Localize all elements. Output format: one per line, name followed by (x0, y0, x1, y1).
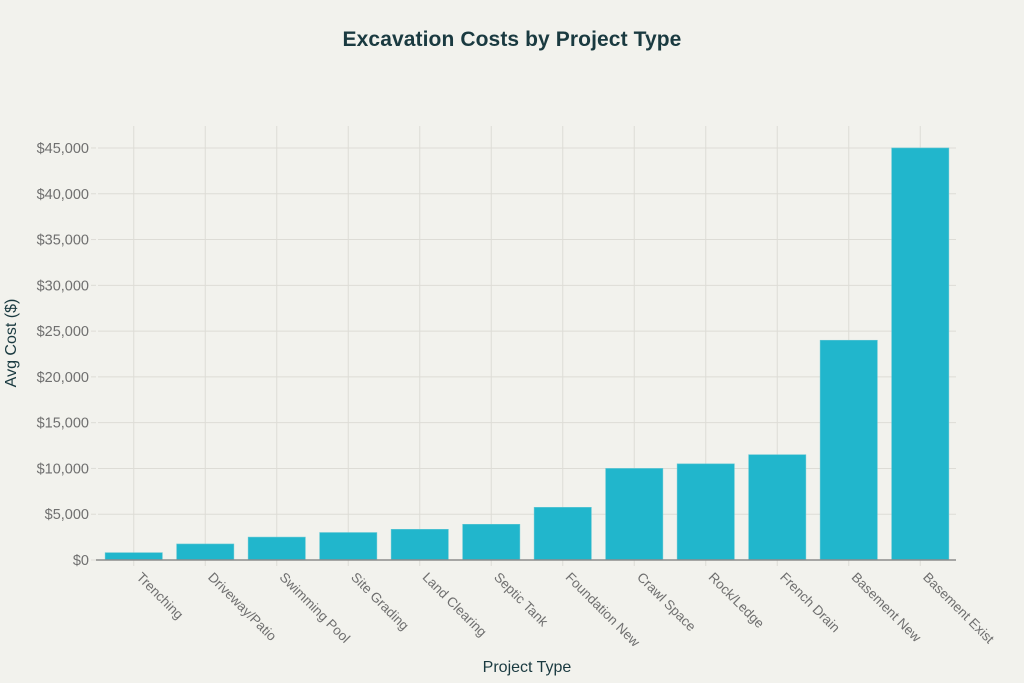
x-axis-title: Project Type (483, 659, 572, 676)
bar (676, 463, 735, 561)
x-tick-label: Swimming Pool (277, 570, 353, 646)
bar (176, 543, 235, 561)
x-tick-label: Septic Tank (491, 570, 551, 630)
y-tick-label: $20,000 (37, 370, 89, 386)
y-tick-label: $10,000 (37, 461, 89, 477)
bar (605, 468, 664, 561)
y-tick-label: $30,000 (37, 278, 89, 294)
bar (104, 552, 163, 561)
x-tick-label: Basement Exist (920, 570, 997, 647)
chart-title: Excavation Costs by Project Type (342, 28, 682, 51)
bar (390, 529, 449, 561)
bar (891, 147, 950, 561)
bar (247, 536, 306, 561)
x-tick-label: Site Grading (348, 570, 412, 634)
bar (319, 532, 378, 561)
x-tick-label: French Drain (777, 570, 843, 636)
y-tick-label: $25,000 (37, 324, 89, 340)
bar (533, 507, 592, 561)
bars (104, 147, 950, 561)
y-tick-label: $45,000 (37, 141, 89, 157)
x-tick-label: Driveway/Patio (205, 570, 279, 644)
bar (819, 339, 878, 561)
y-tick-label: $35,000 (37, 233, 89, 249)
x-tick-label: Basement New (849, 570, 925, 646)
y-tick-label: $0 (73, 553, 89, 569)
x-tick-label: Rock/Ledge (706, 570, 768, 632)
x-tick-label: Foundation New (563, 570, 643, 650)
y-axis-title: Avg Cost ($) (3, 299, 20, 388)
bar (748, 454, 807, 561)
x-tick-label: Crawl Space (634, 570, 699, 635)
y-tick-label: $5,000 (45, 507, 89, 523)
bar (462, 523, 521, 561)
x-tick-label: Trenching (134, 570, 187, 623)
x-tick-label: Land Clearing (420, 570, 490, 640)
y-tick-label: $15,000 (37, 416, 89, 432)
y-tick-label: $40,000 (37, 187, 89, 203)
